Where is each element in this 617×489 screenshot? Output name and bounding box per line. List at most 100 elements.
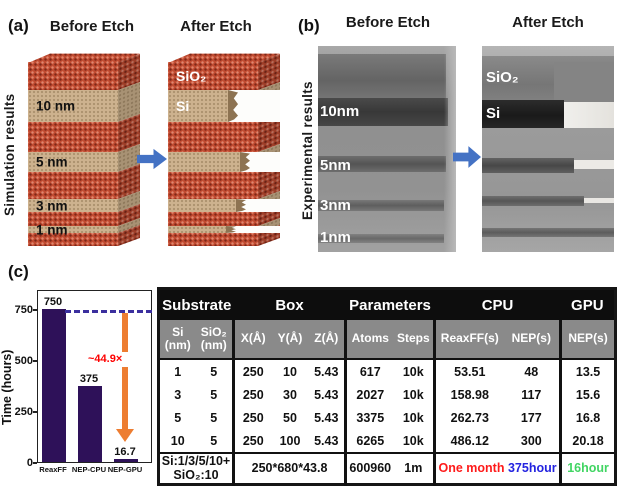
col-header-nep-s-gpu: NEP(s)	[559, 320, 616, 360]
tem-band-1nm	[318, 234, 444, 243]
tem-band-si-10nm	[482, 100, 564, 128]
simulation-stack-after: SiO₂ Si	[168, 52, 280, 256]
tem-label-1nm: 1nm	[320, 229, 351, 246]
table-cell: 250	[232, 406, 272, 429]
runtime-bar-chart: Time (hours) ~44.9× 750 ReaxFF 375 NEP-CPU 1…	[0, 282, 160, 482]
table-cell: 5.43	[314, 433, 339, 448]
tem-label-3nm: 3nm	[320, 197, 351, 214]
table-cell: 250	[232, 429, 272, 453]
tem-band-5nm	[318, 156, 446, 172]
table-cell: 5	[210, 387, 218, 402]
table-cell: 3375	[344, 406, 394, 429]
table-cell: 100	[279, 433, 301, 448]
bar-ReaxFF	[42, 309, 66, 462]
etched-notch-10nm	[228, 90, 280, 122]
table-cell: 16.8	[559, 406, 616, 429]
summary-gpu: 16hour	[559, 451, 616, 485]
table-cell: 3	[174, 387, 182, 402]
bar-NEP-GPU	[114, 458, 138, 462]
tem-image-after: SiO₂ Si	[482, 46, 614, 252]
tem-band-top	[318, 54, 446, 98]
tem-edge-highlight	[444, 46, 456, 252]
table-column-header-row: Si (nm) SiO₂ (nm) X(Å) Y(Å) Z(Å) Atoms S…	[158, 320, 616, 360]
panel-b-after-title: After Etch	[512, 14, 584, 31]
col-header-steps: Steps	[393, 320, 435, 360]
table-cell: 617	[344, 359, 394, 383]
group-header-gpu: GPU	[560, 288, 616, 320]
panel-b-tag: (b)	[298, 16, 320, 35]
table-cell: 2027	[344, 383, 394, 406]
col-header-reaxff-s: ReaxFF(s)	[433, 320, 504, 360]
chart-plot-area	[37, 290, 152, 463]
group-header-substrate: Substrate	[158, 288, 234, 320]
x-category-label: NEP-GPU	[107, 465, 143, 474]
table-cell: 5	[210, 410, 218, 425]
table-cell: 486.12	[433, 429, 504, 453]
tem-etch-gap-3nm	[584, 198, 614, 203]
col-header-y: Y(Å)	[271, 320, 309, 360]
summary-atoms: 600960	[344, 451, 394, 485]
bar-NEP-CPU	[78, 385, 102, 462]
panel-a-tag: (a)	[8, 16, 29, 35]
chart-y-axis-label: Time (hours)	[0, 349, 14, 425]
layer-label-5nm: 5 nm	[36, 154, 68, 170]
summary-box: 250*680*43.8	[231, 451, 346, 485]
stack-top-face	[28, 53, 140, 63]
panel-c-tag: (c)	[8, 262, 29, 281]
tem-etch-gap-5nm	[574, 160, 614, 169]
table-cell: 10k	[402, 410, 424, 425]
material-label-si: Si	[176, 98, 190, 114]
table-cell: 10	[170, 433, 185, 448]
tem-label-10nm: 10nm	[320, 103, 360, 120]
summary-cpu-nep: 375hour	[504, 461, 557, 476]
stack-top-face	[168, 53, 280, 63]
y-tick-mark	[33, 411, 37, 413]
table-row: 3 5 250 30 5.43 2027 10k 158.98 117 15.6	[159, 383, 616, 406]
table-cell: 117	[521, 387, 542, 402]
table-row: 5 5 250 50 5.43 3375 10k 262.73 177 16.8	[159, 406, 616, 429]
table-cell: 300	[520, 433, 542, 448]
col-header-nep-s-cpu: NEP(s)	[503, 320, 561, 360]
y-tick-label: 750	[14, 304, 33, 316]
y-tick-mark	[33, 309, 37, 311]
table-cell: 262.73	[433, 406, 504, 429]
bar-value-label: 750	[43, 296, 63, 308]
stack-side-face	[118, 53, 140, 246]
tem-band-10nm	[318, 98, 448, 126]
summary-cpu-reaxff: One month	[438, 461, 505, 476]
reference-dashed-line	[65, 310, 152, 313]
group-header-box: Box	[233, 288, 346, 320]
col-header-z: Z(Å)	[308, 320, 346, 360]
panel-b-side-label: Experimental results	[300, 81, 315, 221]
table-cell: 20.18	[559, 429, 616, 453]
table-cell: 5.43	[314, 410, 339, 425]
table-cell: 50	[283, 410, 297, 425]
panel-a-before-title: Before Etch	[49, 18, 135, 35]
layer-label-1nm: 1 nm	[36, 221, 68, 237]
tem-overhang-piece	[554, 62, 614, 108]
tem-etch-gap-10nm	[564, 102, 614, 128]
y-tick-mark	[33, 462, 37, 464]
panel-a-after-title: After Etch	[180, 18, 252, 35]
panel-b-before-title: Before Etch	[345, 14, 431, 31]
tem-band-3nm	[482, 196, 584, 206]
table-cell: 6265	[344, 429, 394, 453]
col-header-si-nm: Si (nm)	[158, 320, 196, 360]
table-summary-row: Si:1/3/5/10+SiO₂:10 250*680*43.8 600960 1m O…	[158, 451, 616, 485]
layer-label-3nm: 3 nm	[36, 197, 68, 213]
speedup-arrow-shaft	[122, 313, 128, 429]
speedup-annotation: ~44.9×	[86, 352, 146, 368]
table-cell: 10	[283, 364, 297, 379]
stack-side-face	[258, 53, 280, 246]
table-cell: 1	[174, 364, 182, 379]
y-tick-label: 0	[26, 457, 33, 469]
y-tick-label: 250	[14, 406, 33, 418]
table-cell: 5	[174, 410, 182, 425]
tem-image-before: 10nm 5nm 3nm 1nm	[318, 46, 456, 252]
table-row: 10 5 250 100 5.43 6265 10k 486.12 300 20.18	[159, 429, 616, 453]
table-cell: 5	[210, 364, 218, 379]
table-cell: 5.43	[314, 364, 339, 379]
table-cell: 5	[210, 433, 218, 448]
group-header-parameters: Parameters	[345, 288, 435, 320]
tem-label-sio2: SiO₂	[486, 69, 519, 86]
